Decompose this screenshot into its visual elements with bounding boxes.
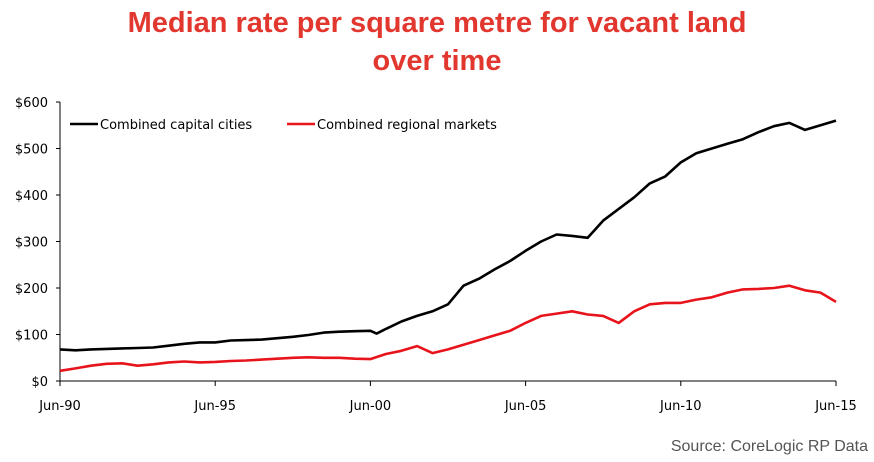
series-line-1 — [59, 284, 837, 373]
y-tick-label: $400 — [15, 189, 48, 204]
y-tick-label: $0 — [31, 375, 48, 390]
legend-label-1: Combined regional markets — [317, 118, 497, 133]
x-tick-label: Jun-95 — [193, 399, 236, 414]
x-tick-label: Jun-00 — [349, 399, 392, 414]
y-tick-label: $100 — [15, 329, 48, 344]
y-tick-label: $500 — [15, 143, 48, 158]
chart-title-line-2: over time — [372, 45, 502, 77]
y-tick-label: $200 — [15, 282, 48, 297]
series-line-0 — [59, 119, 837, 352]
chart-series — [59, 119, 837, 373]
chart-title-line-1: Median rate per square metre for vacant … — [127, 7, 747, 39]
legend-label-0: Combined capital cities — [100, 118, 252, 133]
chart-title: Median rate per square metre for vacant … — [0, 4, 874, 80]
y-tick-label: $600 — [15, 96, 48, 111]
chart-axes — [59, 102, 836, 382]
x-tick-label: Jun-10 — [659, 399, 702, 414]
x-tick-label: Jun-05 — [504, 399, 547, 414]
chart-ticks: $0 $100 $200 $300 $400 $500 $600 Jun-90 Jun-95 Ju… — [15, 96, 857, 414]
source-note: Source: CoreLogic RP Data — [670, 438, 868, 455]
x-tick-label: Jun-90 — [38, 399, 81, 414]
x-tick-label: Jun-15 — [814, 399, 857, 414]
y-tick-label: $300 — [15, 236, 48, 251]
chart-legend: Combined capital cities Combined regional… — [70, 118, 497, 133]
